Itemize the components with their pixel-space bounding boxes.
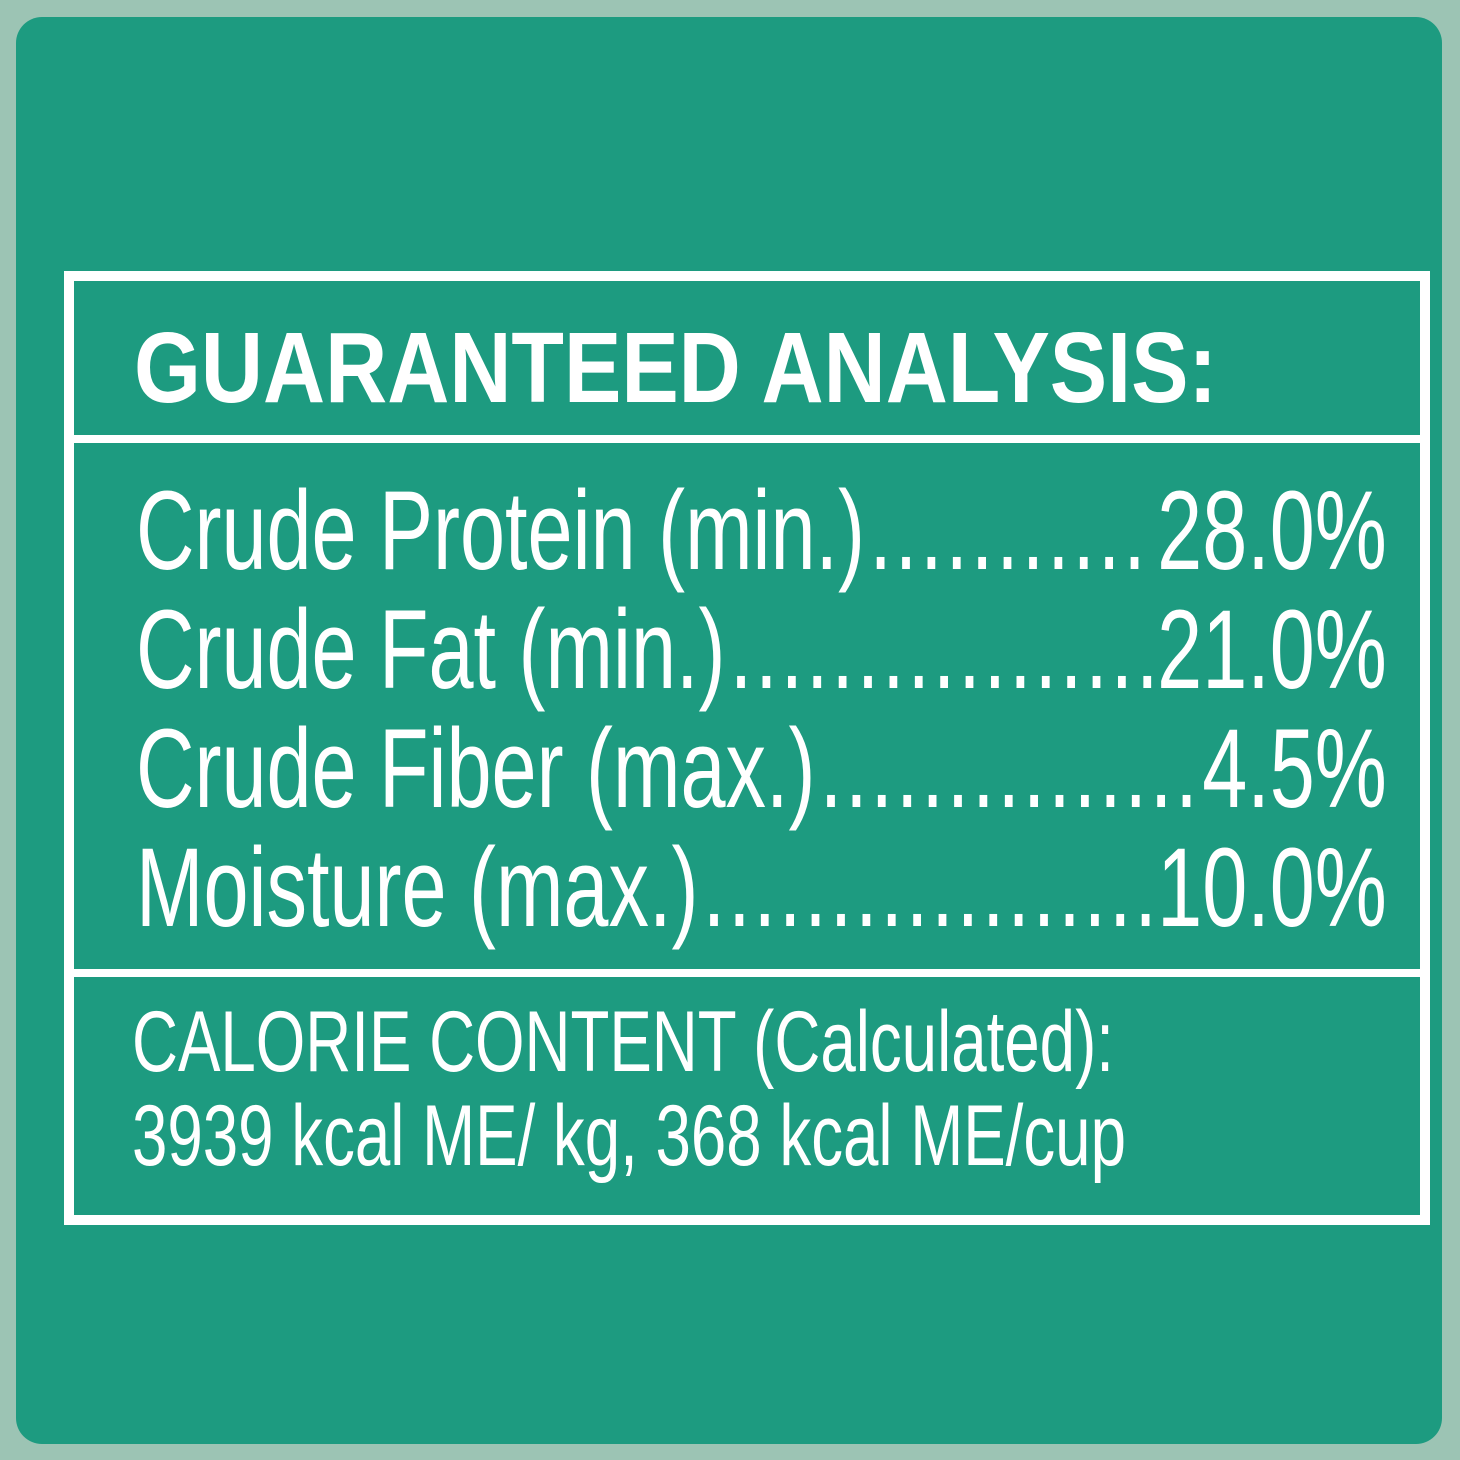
guaranteed-analysis-box: GUARANTEED ANALYSIS: Crude Protein (min.… [64,271,1430,1225]
row-value: 4.5% [1202,706,1387,831]
analysis-section: Crude Protein (min.) 28.0% Crude Fat (min… [74,443,1420,977]
row-value: 21.0% [1157,587,1387,712]
label-panel: GUARANTEED ANALYSIS: Crude Protein (min.… [16,17,1442,1444]
dot-leader [703,828,1153,947]
row-value: 10.0% [1157,825,1387,950]
calorie-content: CALORIE CONTENT (Calculated): 3939 kcal … [132,995,1126,1183]
calorie-heading: CALORIE CONTENT (Calculated): [132,994,1114,1090]
calorie-section: CALORIE CONTENT (Calculated): 3939 kcal … [74,977,1420,1215]
row-label: Moisture (max.) [136,825,699,950]
analysis-row: Crude Protein (min.) 28.0% [136,471,1387,590]
row-label: Crude Fiber (max.) [136,706,816,831]
title-section: GUARANTEED ANALYSIS: [74,281,1420,443]
title: GUARANTEED ANALYSIS: [134,312,1218,424]
analysis-row: Moisture (max.) 10.0% [136,828,1387,947]
analysis-row: Crude Fat (min.) 21.0% [136,590,1387,709]
dot-leader [820,709,1198,828]
analysis-row: Crude Fiber (max.) 4.5% [136,709,1387,828]
dot-leader [730,590,1153,709]
analysis-rows: Crude Protein (min.) 28.0% Crude Fat (min… [136,471,1387,947]
calorie-values: 3939 kcal ME/ kg, 368 kcal ME/cup [132,1088,1126,1184]
row-label: Crude Protein (min.) [136,468,866,593]
row-label: Crude Fat (min.) [136,587,726,712]
dot-leader [869,471,1152,590]
row-value: 28.0% [1157,468,1387,593]
